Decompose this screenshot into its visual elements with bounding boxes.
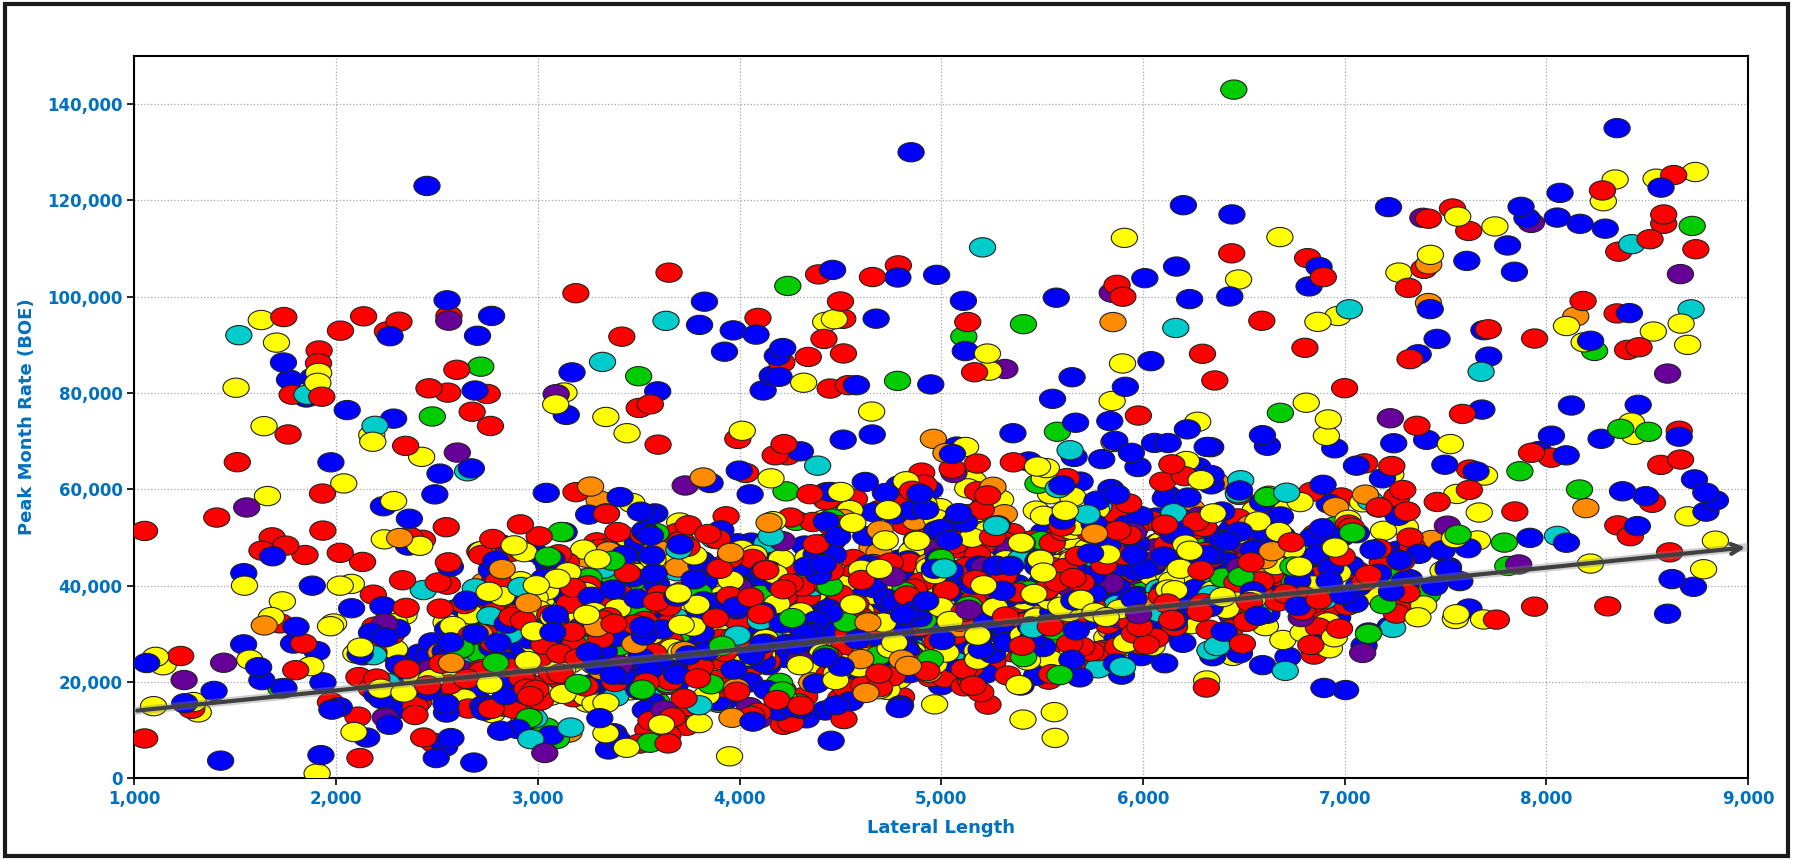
X-axis label: Lateral Length: Lateral Length [868, 820, 1015, 838]
Y-axis label: Peak Month Rate (BOE): Peak Month Rate (BOE) [18, 298, 36, 536]
